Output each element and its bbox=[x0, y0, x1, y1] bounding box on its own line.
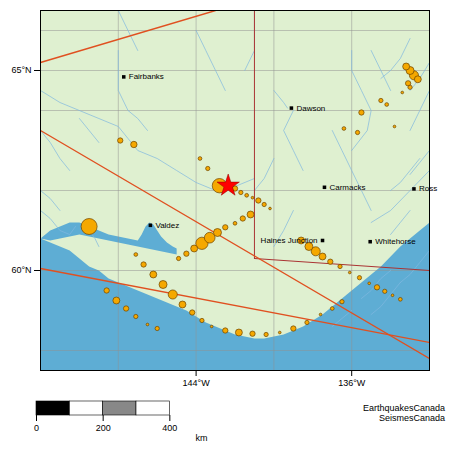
svg-text:65°N: 65°N bbox=[11, 65, 31, 75]
svg-text:Carmacks: Carmacks bbox=[329, 183, 365, 192]
svg-text:Valdez: Valdez bbox=[155, 221, 179, 230]
html-text:EarthquakesCanada SeismesCanad: EarthquakesCanada SeismesCanada bbox=[362, 403, 445, 423]
svg-text:200: 200 bbox=[96, 423, 111, 433]
svg-text:Dawson: Dawson bbox=[296, 104, 325, 113]
svg-text:Haines Junction: Haines Junction bbox=[261, 236, 318, 245]
svg-text:0: 0 bbox=[34, 423, 39, 433]
svg-text:60°N: 60°N bbox=[11, 265, 31, 275]
svg-text:Ross: Ross bbox=[419, 184, 437, 193]
svg-text:Whitehorse: Whitehorse bbox=[375, 237, 416, 246]
svg-text:Fairbanks: Fairbanks bbox=[129, 72, 164, 81]
svg-text:144°W: 144°W bbox=[183, 378, 211, 388]
svg-text:km: km bbox=[196, 433, 208, 443]
svg-text:400: 400 bbox=[162, 423, 177, 433]
svg-text:136°W: 136°W bbox=[338, 378, 366, 388]
